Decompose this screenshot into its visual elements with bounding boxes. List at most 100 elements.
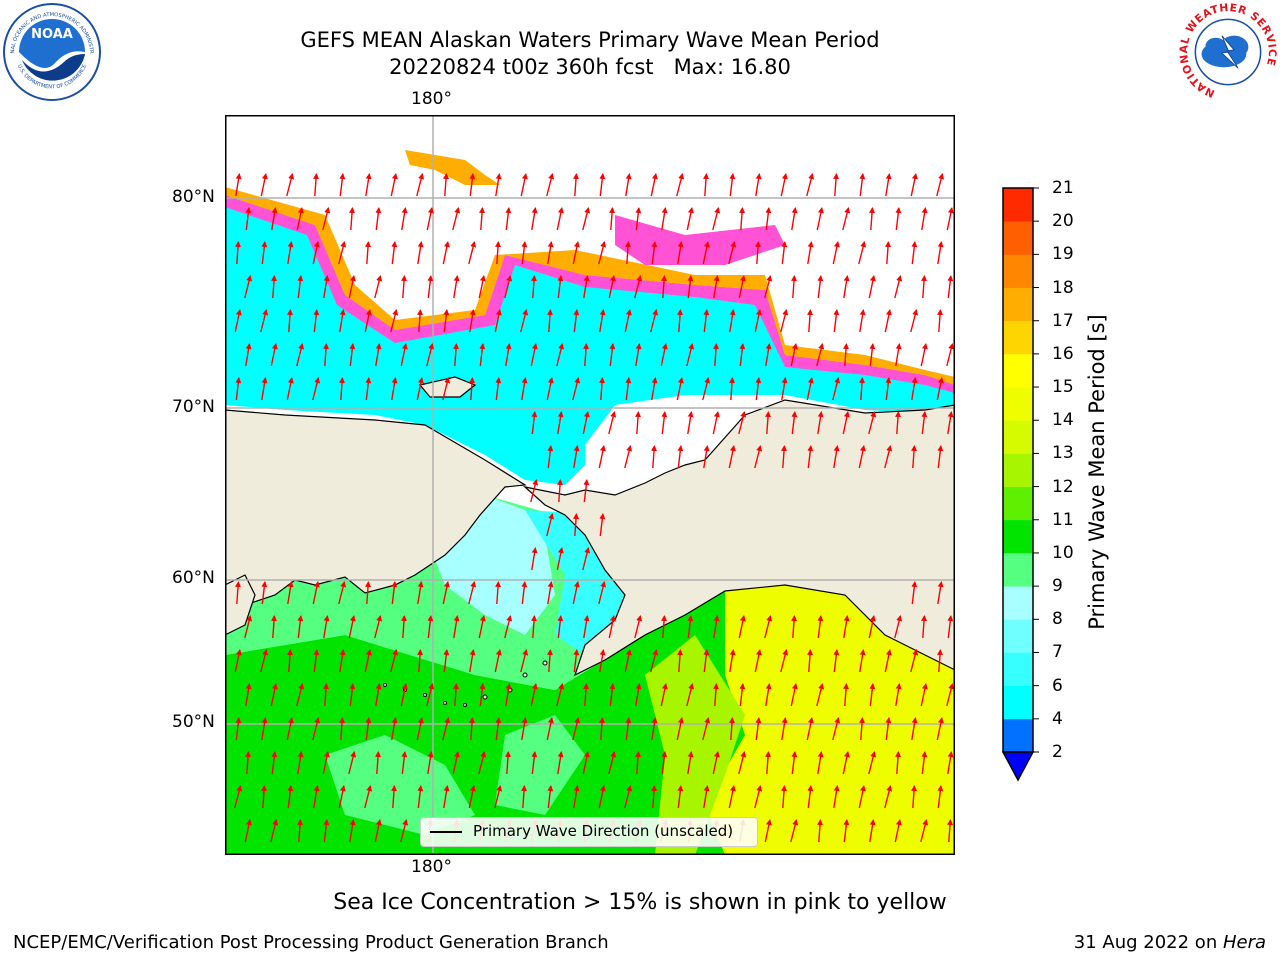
wave-vector-arrow (443, 173, 450, 197)
wave-vector-arrow (738, 275, 746, 299)
wave-vector-arrow (245, 343, 252, 367)
wave-vector-arrow (417, 241, 424, 265)
wave-vector-arrow (426, 207, 434, 231)
wave-vector-arrow (583, 479, 590, 503)
colorbar-frame (1002, 187, 1034, 753)
wave-vector-arrow (781, 785, 788, 809)
wave-vector-arrow (868, 751, 877, 775)
wave-vector-arrow (557, 479, 564, 503)
wave-vector-arrow (947, 411, 954, 435)
land-masses (225, 376, 955, 677)
wave-vector-arrow (556, 207, 564, 231)
wave-vector-arrow (677, 445, 684, 469)
wave-vector-arrow (911, 241, 918, 265)
wave-vector-arrow (546, 717, 554, 741)
wave-vector-arrow (885, 377, 892, 401)
wave-vector-arrow (573, 309, 580, 333)
colorbar-segment (1003, 254, 1033, 288)
ice-edge-outer (225, 187, 955, 385)
wave-vector-arrow (271, 751, 278, 775)
nws-logo: NATIONAL WEATHER SERVICE (1177, 1, 1278, 102)
wave-vector-arrow (556, 683, 565, 707)
wave-vector-arrow (478, 751, 487, 775)
wave-vector-arrow (598, 581, 607, 605)
wave-vector-arrow (287, 309, 294, 333)
wave-vector-arrow (947, 275, 954, 299)
wave-vector-arrow (572, 581, 580, 605)
wave-vector-arrow (364, 309, 372, 333)
wave-vector-arrow (868, 275, 876, 299)
wave-vector-arrow (869, 207, 876, 231)
wave-vector-arrow (339, 173, 346, 197)
wave-vector-arrow (713, 683, 720, 707)
wave-vector-arrow (650, 649, 659, 673)
wave-vector-arrow (573, 785, 580, 809)
wave-vector-arrow (427, 751, 434, 775)
wave-vector-arrow (271, 615, 278, 639)
footer-left: NCEP/EMC/Verification Post Processing Pr… (13, 932, 609, 953)
wave-vector-arrow (780, 649, 789, 673)
ocean-zone-12s (645, 635, 745, 855)
wave-vector-arrow (609, 343, 616, 367)
colorbar-tick-label: 10 (1052, 542, 1074, 563)
wave-vector-arrow (495, 717, 502, 741)
wave-vector-arrow (494, 785, 503, 809)
wave-vector-arrow (661, 615, 668, 639)
wave-vector-arrow (452, 751, 460, 775)
wave-vector-arrow (651, 785, 658, 809)
wave-vector-arrow (937, 309, 944, 333)
wave-vector-arrow (521, 377, 528, 401)
wave-vector-arrow (417, 581, 424, 605)
wave-vector-arrow (286, 717, 294, 741)
wave-vector-arrow (573, 513, 580, 537)
legend-line-sample (430, 831, 462, 833)
ice-edge-band (225, 195, 955, 393)
colorbar-tick-label: 21 (1052, 178, 1074, 198)
colorbar-segment (1003, 718, 1033, 753)
wave-vector-arrow (339, 649, 346, 673)
wave-vector-arrow (365, 173, 372, 197)
wave-vector-arrow (365, 581, 372, 605)
wave-vector-arrow (442, 241, 450, 265)
wave-vector-arrow (582, 411, 590, 435)
wave-vector-arrow (391, 581, 398, 605)
wave-vector-arrow (365, 241, 372, 265)
wave-vector-arrow (469, 377, 476, 401)
wave-vector-arrow (453, 683, 460, 707)
wave-vector-arrow (349, 207, 356, 231)
wave-vector-arrow (349, 683, 356, 707)
wave-vector-arrow (608, 751, 617, 775)
colorbar-segment (1003, 320, 1033, 355)
wave-vector-arrow (764, 819, 772, 843)
wave-vector-arrow (790, 683, 798, 707)
wave-vector-arrow (323, 275, 330, 299)
wave-vector-arrow (271, 275, 278, 299)
wave-vector-arrow (270, 343, 278, 367)
wave-vector-arrow (599, 649, 606, 673)
wave-vector-arrow (287, 241, 294, 265)
wave-vector-arrow (391, 717, 398, 741)
wave-vector-arrow (885, 717, 892, 741)
wave-vector-arrow (807, 649, 814, 673)
wave-vector-arrow (443, 309, 450, 333)
wave-vector-arrow (843, 275, 850, 299)
colorbar-segment (1003, 221, 1033, 255)
wave-vector-arrow (494, 309, 502, 333)
wave-vector-arrow (754, 445, 763, 469)
colorbar-segment (1003, 387, 1033, 421)
wave-vector-arrow (557, 751, 564, 775)
wave-vector-arrow (495, 377, 502, 401)
wave-vector-arrow (349, 819, 356, 843)
wave-vector-arrow (713, 343, 720, 367)
wave-vector-arrow (573, 173, 580, 197)
wave-vector-arrow (728, 241, 737, 265)
wave-vector-arrow (271, 207, 278, 231)
wave-vector-arrow (947, 819, 954, 843)
wave-vector-arrow (842, 411, 850, 435)
wave-vector-arrow (843, 615, 850, 639)
wave-vector-arrow (505, 207, 512, 231)
wave-vector-arrow (583, 615, 590, 639)
wave-vector-arrow (235, 377, 242, 401)
wave-vector-arrow (556, 547, 564, 571)
wave-vector-arrow (348, 615, 356, 639)
